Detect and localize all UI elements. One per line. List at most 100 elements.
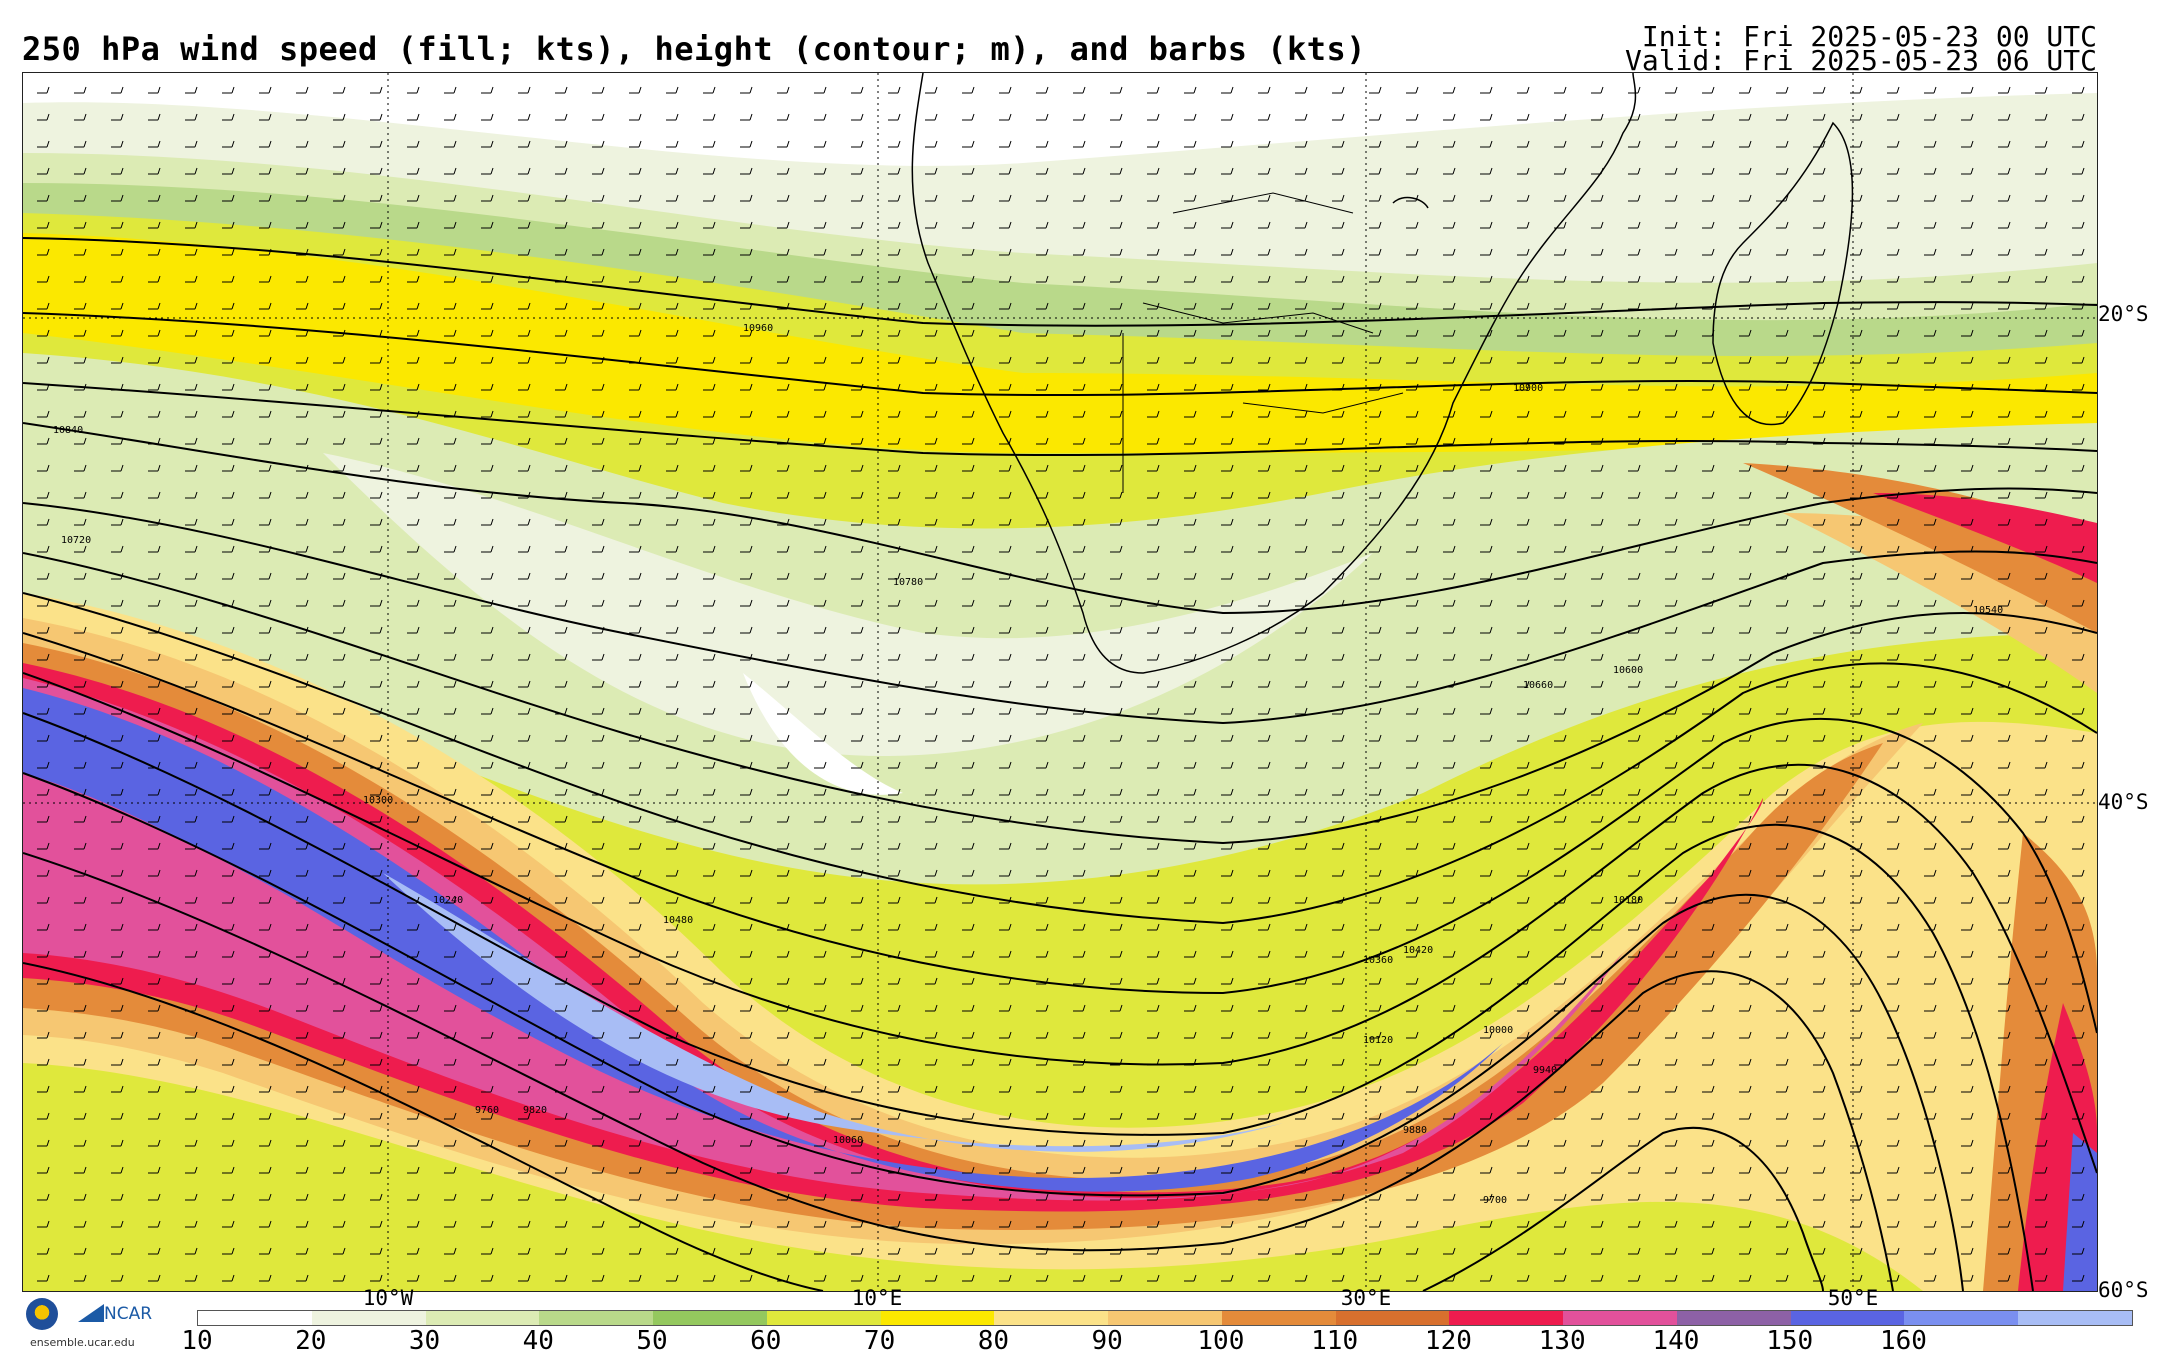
wind-barb bbox=[1073, 896, 1086, 904]
wind-barb bbox=[851, 113, 864, 121]
wind-barb bbox=[444, 842, 457, 850]
wind-barb bbox=[888, 1112, 901, 1120]
wind-barb bbox=[592, 869, 605, 877]
wind-barb bbox=[1776, 437, 1789, 445]
wind-barb bbox=[703, 1139, 716, 1147]
wind-barb bbox=[666, 140, 679, 148]
wind-barb bbox=[37, 572, 50, 580]
wind-barb bbox=[2035, 113, 2048, 121]
wind-barb bbox=[703, 1004, 716, 1012]
wind-barb bbox=[999, 1247, 1012, 1255]
wind-barb bbox=[962, 1031, 975, 1039]
wind-barb bbox=[1258, 1085, 1271, 1093]
wind-barb bbox=[1628, 761, 1641, 769]
wind-barb bbox=[1665, 1112, 1678, 1120]
wind-barb bbox=[851, 599, 864, 607]
colorbar-cell bbox=[2018, 1311, 2133, 1325]
wind-barb bbox=[1073, 761, 1086, 769]
wind-barb bbox=[888, 815, 901, 823]
wind-barb bbox=[1628, 1139, 1641, 1147]
wind-barb bbox=[1443, 1004, 1456, 1012]
wind-barb bbox=[1073, 329, 1086, 337]
wind-barb bbox=[629, 275, 642, 283]
wind-barb bbox=[481, 1031, 494, 1039]
wind-barb bbox=[1554, 1085, 1567, 1093]
wind-barb bbox=[1332, 194, 1345, 202]
wind-barb bbox=[333, 680, 346, 688]
colorbar-tick-label: 20 bbox=[295, 1326, 327, 1356]
wind-barb bbox=[1036, 1031, 1049, 1039]
wind-barb bbox=[1665, 302, 1678, 310]
colorbar-cell bbox=[539, 1311, 654, 1325]
wind-barb bbox=[2035, 275, 2048, 283]
wind-barb bbox=[1184, 329, 1197, 337]
wind-barb bbox=[925, 1004, 938, 1012]
wind-barb bbox=[222, 977, 235, 985]
wind-barb bbox=[1998, 1004, 2011, 1012]
wind-barb bbox=[666, 1112, 679, 1120]
wind-barb bbox=[333, 410, 346, 418]
wind-barb bbox=[370, 761, 383, 769]
colorbar-tick-label: 70 bbox=[863, 1326, 896, 1356]
wind-barb bbox=[1776, 356, 1789, 364]
wind-barb bbox=[370, 437, 383, 445]
wind-barb bbox=[1295, 1112, 1308, 1120]
wind-barb bbox=[1147, 1085, 1160, 1093]
wind-barb bbox=[814, 815, 827, 823]
wind-barb bbox=[407, 842, 420, 850]
wind-barb bbox=[1628, 1193, 1641, 1201]
wind-barb bbox=[1480, 572, 1493, 580]
wind-barb bbox=[999, 869, 1012, 877]
contour-label: 10840 bbox=[53, 425, 83, 436]
wind-barb bbox=[1147, 788, 1160, 796]
wind-barb bbox=[37, 680, 50, 688]
wind-barb bbox=[1295, 167, 1308, 175]
wind-barb bbox=[666, 1166, 679, 1174]
wind-barb bbox=[259, 1166, 272, 1174]
wind-barb bbox=[148, 86, 161, 94]
wind-barb bbox=[1887, 1085, 1900, 1093]
wind-barb bbox=[1850, 788, 1863, 796]
wind-barb bbox=[962, 1139, 975, 1147]
wind-barb bbox=[703, 761, 716, 769]
wind-barb bbox=[1739, 1274, 1752, 1282]
wind-barb bbox=[1480, 356, 1493, 364]
wind-barb bbox=[1998, 248, 2011, 256]
wind-barb bbox=[1554, 761, 1567, 769]
wind-barb bbox=[370, 167, 383, 175]
wind-barb bbox=[888, 788, 901, 796]
wind-barb bbox=[148, 1058, 161, 1066]
wind-barb bbox=[1480, 194, 1493, 202]
wind-barb bbox=[1665, 1274, 1678, 1282]
wind-barb bbox=[888, 761, 901, 769]
wind-barb bbox=[1813, 1085, 1826, 1093]
wind-barb bbox=[1110, 1247, 1123, 1255]
wind-barb bbox=[666, 950, 679, 958]
wind-barb bbox=[1110, 896, 1123, 904]
wind-barb bbox=[1924, 977, 1937, 985]
wind-barb bbox=[259, 734, 272, 742]
wind-barb bbox=[1961, 1085, 1974, 1093]
wind-barb bbox=[1073, 221, 1086, 229]
wind-barb bbox=[370, 86, 383, 94]
wind-barb bbox=[1591, 599, 1604, 607]
wind-barb bbox=[962, 869, 975, 877]
wind-barb bbox=[1443, 464, 1456, 472]
wind-barb bbox=[37, 896, 50, 904]
wind-barb bbox=[629, 869, 642, 877]
wind-barb bbox=[1258, 1058, 1271, 1066]
wind-barb bbox=[1517, 599, 1530, 607]
wind-barb bbox=[888, 275, 901, 283]
wind-barb bbox=[814, 1058, 827, 1066]
wind-barb bbox=[1258, 167, 1271, 175]
wind-barb bbox=[999, 761, 1012, 769]
wind-barb bbox=[111, 1166, 124, 1174]
wind-barb bbox=[666, 518, 679, 526]
wind-barb bbox=[925, 599, 938, 607]
wind-barb bbox=[518, 923, 531, 931]
wind-barb bbox=[333, 707, 346, 715]
wind-barb bbox=[481, 1004, 494, 1012]
wind-barb bbox=[259, 896, 272, 904]
wind-barb bbox=[2072, 140, 2085, 148]
wind-barb bbox=[1480, 1139, 1493, 1147]
